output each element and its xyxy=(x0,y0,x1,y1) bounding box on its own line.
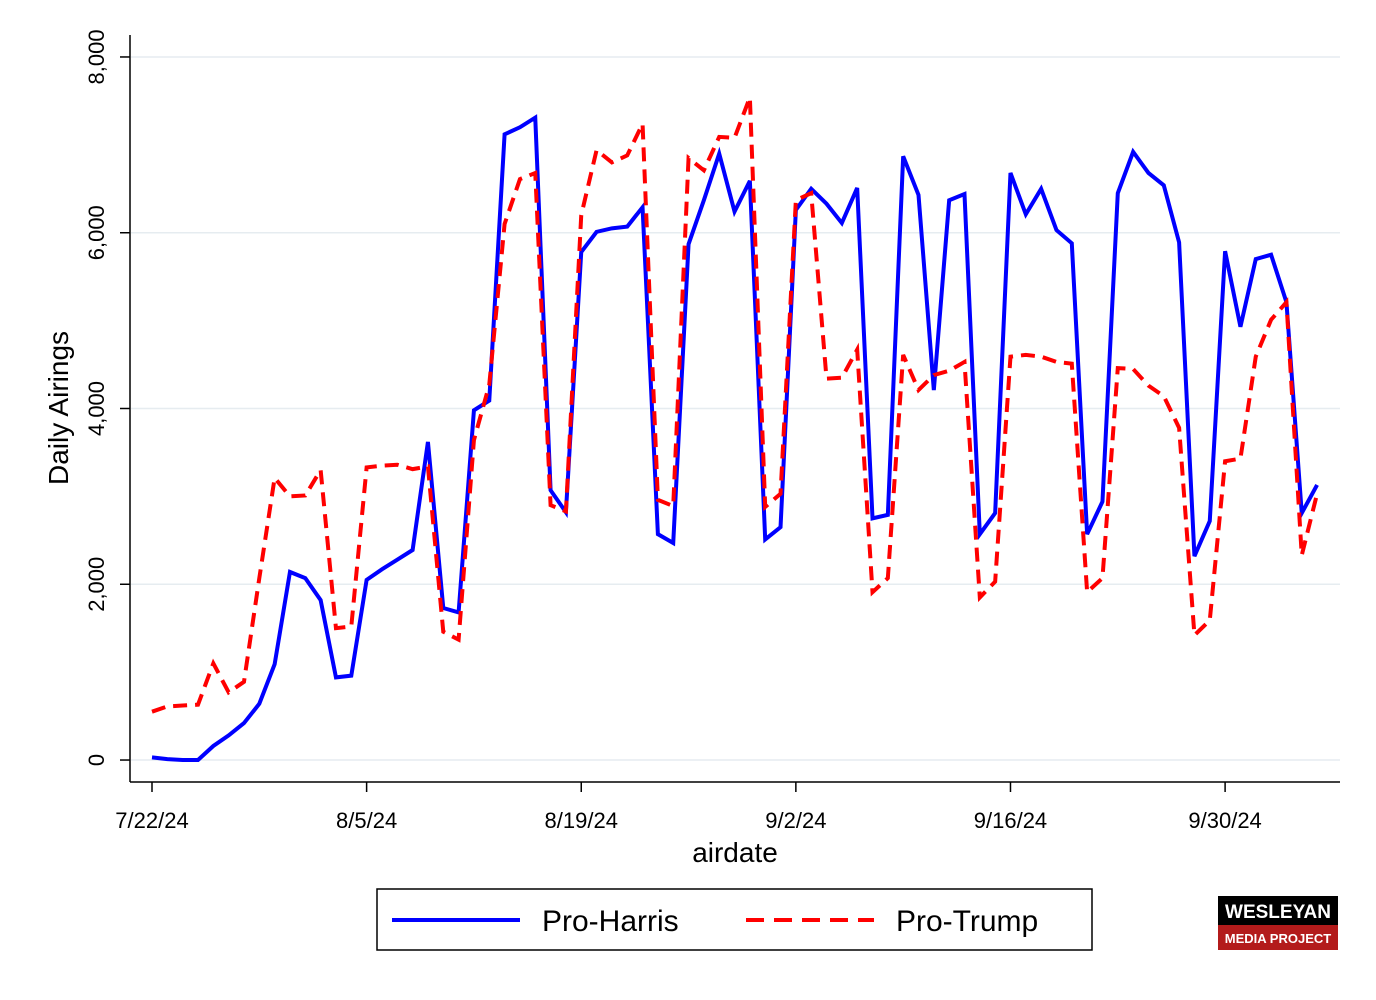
y-tick-label: 0 xyxy=(84,754,109,766)
x-tick-label: 9/2/24 xyxy=(765,808,826,833)
legend-label: Pro-Harris xyxy=(542,905,679,938)
series-line xyxy=(151,114,1319,763)
logo-top xyxy=(1218,896,1338,925)
logo-title: WESLEYAN xyxy=(1225,902,1331,923)
y-axis-label: Daily Airings xyxy=(43,331,74,485)
x-tick-label: 9/30/24 xyxy=(1188,808,1261,833)
x-tick-label: 7/22/24 xyxy=(115,808,188,833)
x-axis-label: airdate xyxy=(692,837,778,868)
logo-subtitle: MEDIA PROJECT xyxy=(1225,931,1331,946)
plot-area xyxy=(151,96,1320,763)
y-tick-label: 4,000 xyxy=(84,381,109,436)
legend-label: Pro-Trump xyxy=(896,905,1038,938)
y-tick-label: 2,000 xyxy=(84,557,109,612)
series-line xyxy=(151,96,1320,714)
x-tick-label: 8/5/24 xyxy=(336,808,397,833)
x-tick-label: 8/19/24 xyxy=(545,808,618,833)
y-tick-label: 6,000 xyxy=(84,205,109,260)
logo-bottom xyxy=(1218,925,1338,950)
x-tick-label: 9/16/24 xyxy=(974,808,1047,833)
y-tick-label: 8,000 xyxy=(84,29,109,84)
